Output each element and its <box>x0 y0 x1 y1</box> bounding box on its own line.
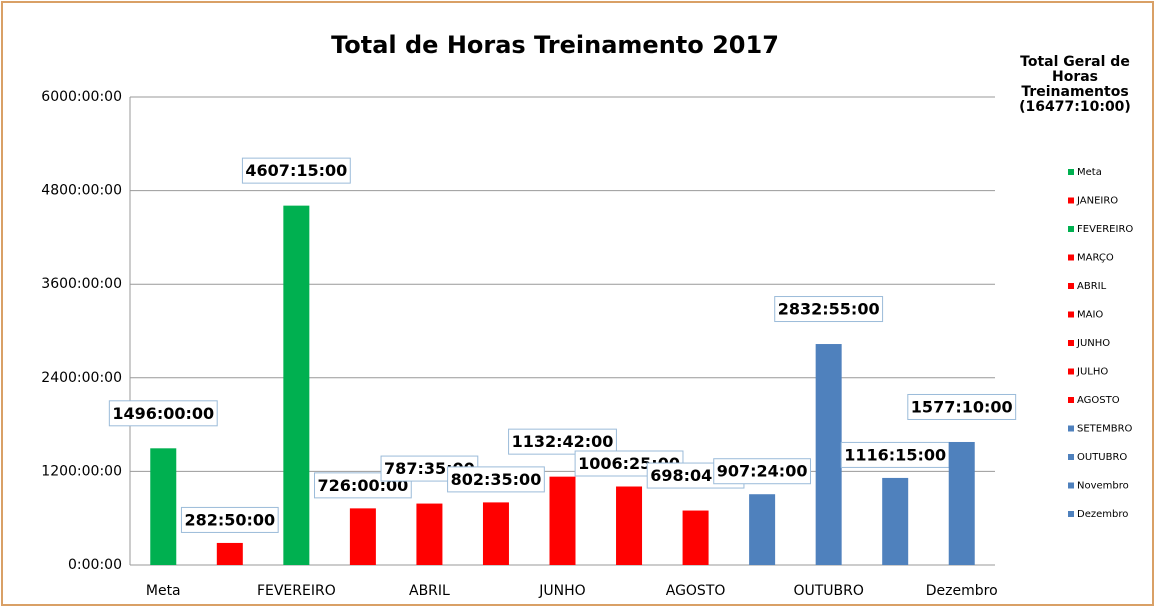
legend-swatch <box>1068 169 1074 175</box>
value-label: 2832:55:00 <box>778 300 880 319</box>
value-label-box <box>907 393 1017 420</box>
value-label-box <box>180 506 279 533</box>
bar <box>549 476 576 565</box>
legend-label: JUNHO <box>1076 338 1110 349</box>
y-tick-label: 2400:00:00 <box>41 370 122 386</box>
x-tick-label: ABRIL <box>409 583 450 599</box>
bar <box>616 486 643 565</box>
legend-swatch <box>1068 397 1074 403</box>
legend-label: AGOSTO <box>1077 395 1120 406</box>
legend-label: Dezembro <box>1077 509 1128 520</box>
legend-swatch <box>1068 454 1074 460</box>
bar <box>216 542 243 565</box>
value-label: 282:50:00 <box>184 510 275 529</box>
value-label-box <box>713 458 811 485</box>
legend-swatch <box>1068 283 1074 289</box>
value-label: 4607:15:00 <box>245 161 347 180</box>
value-label-box <box>774 296 884 323</box>
y-tick-label: 3600:00:00 <box>41 276 122 292</box>
legend-label: MAIO <box>1077 310 1103 321</box>
value-label-box <box>108 400 218 427</box>
x-tick-label: FEVEREIRO <box>257 583 336 599</box>
y-tick-label: 4800:00:00 <box>41 183 122 199</box>
bar <box>283 205 310 565</box>
x-tick-label: Meta <box>146 583 181 599</box>
legend-label: ABRIL <box>1077 281 1107 292</box>
legend-swatch <box>1068 311 1074 318</box>
legend-swatch <box>1068 226 1074 232</box>
x-tick-label: JUNHO <box>538 583 585 599</box>
value-label: 1116:15:00 <box>844 445 946 464</box>
legend-swatch <box>1068 511 1074 517</box>
x-tick-label: Dezembro <box>926 583 998 599</box>
legend-label: JULHO <box>1076 367 1108 378</box>
side-title: Total Geral de Horas Treinamentos (16477… <box>1019 54 1131 115</box>
y-tick-label: 0:00:00 <box>68 557 122 573</box>
bar <box>749 494 776 565</box>
value-label: 1132:42:00 <box>512 432 614 451</box>
bar <box>948 441 975 565</box>
y-tick-label: 1200:00:00 <box>41 463 122 479</box>
bar <box>416 503 443 565</box>
x-tick-label: AGOSTO <box>666 583 726 599</box>
bar <box>682 510 709 565</box>
value-label-box <box>508 428 617 455</box>
value-label: 907:24:00 <box>717 462 808 481</box>
legend-swatch <box>1068 482 1074 489</box>
bar <box>482 502 509 565</box>
bar <box>150 448 177 565</box>
legend-label: Novembro <box>1077 481 1129 492</box>
bar <box>349 508 376 565</box>
legend-swatch <box>1068 197 1074 204</box>
legend-swatch <box>1068 425 1074 432</box>
value-label-box <box>447 466 545 493</box>
value-label: 1577:10:00 <box>911 397 1013 416</box>
legend-label: Meta <box>1077 167 1102 178</box>
legend-label: FEVEREIRO <box>1077 224 1133 235</box>
legend-label: OUTUBRO <box>1077 452 1127 463</box>
legend-label: SETEMBRO <box>1077 424 1133 435</box>
value-label-box <box>241 157 351 184</box>
value-label-box <box>840 441 950 468</box>
chart-title: Total de Horas Treinamento 2017 <box>331 31 779 59</box>
value-label: 1496:00:00 <box>112 404 214 423</box>
y-tick-label: 6000:00:00 <box>41 89 122 105</box>
bar <box>815 344 842 565</box>
legend-label: MARÇO <box>1077 253 1114 264</box>
x-tick-label: OUTUBRO <box>793 583 863 599</box>
legend-swatch <box>1068 340 1074 346</box>
value-label: 802:35:00 <box>451 470 542 489</box>
legend-label: JANEIRO <box>1076 196 1118 207</box>
bar <box>882 477 909 565</box>
legend-swatch <box>1068 254 1074 261</box>
legend-swatch <box>1068 368 1074 375</box>
